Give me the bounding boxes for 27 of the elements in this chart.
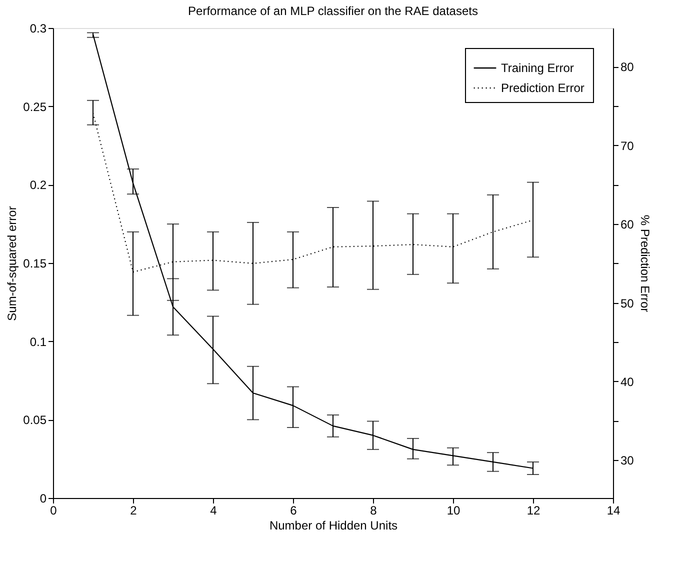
y-tick-label: 0.1 (30, 334, 47, 349)
y-tick-label: 0 (40, 492, 47, 506)
y-tick-label: 0.2 (30, 178, 47, 192)
legend-label: Prediction Error (501, 81, 584, 95)
y-axis-title: Sum-of-squared error (5, 206, 20, 321)
legend-label: Training Error (501, 61, 574, 75)
y-tick-label: 0.05 (23, 413, 47, 428)
y-tick-label: 0.15 (23, 256, 47, 270)
x-tick-label: 10 (446, 504, 460, 518)
x-tick-label: 2 (130, 504, 138, 518)
x-tick-label: 6 (290, 504, 298, 518)
y2-tick-label: 30 (620, 454, 634, 468)
x-tick-label: 12 (526, 504, 540, 518)
y2-tick-label: 60 (620, 218, 634, 232)
y2-tick-label: 40 (620, 374, 634, 389)
x-tick-label: 8 (370, 504, 378, 518)
y2-tick-label: 80 (620, 60, 634, 74)
y-tick-label: 0.25 (23, 100, 47, 114)
y2-axis-title: % Prediction Error (638, 214, 652, 312)
chart-title: Performance of an MLP classifier on the RAE datasets (188, 4, 478, 18)
x-tick-label: 0 (50, 504, 58, 518)
x-tick-label: 14 (606, 504, 620, 518)
y2-tick-label: 50 (620, 296, 634, 310)
y2-tick-label: 70 (620, 138, 634, 153)
x-axis-title: Number of Hidden Units (269, 518, 398, 532)
y-tick-label: 0.3 (30, 22, 47, 36)
x-tick-label: 4 (210, 504, 218, 518)
